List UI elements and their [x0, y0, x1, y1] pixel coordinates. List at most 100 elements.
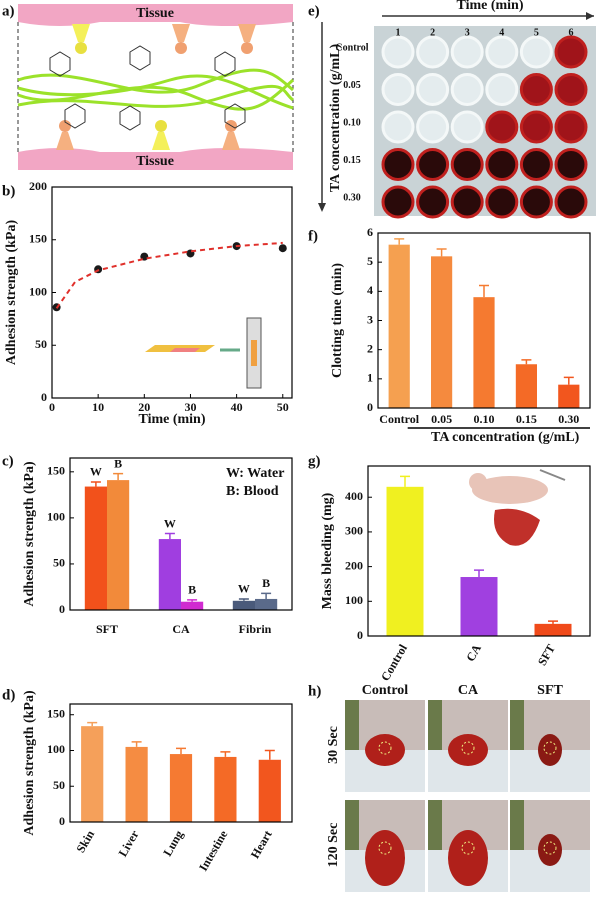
bar — [388, 244, 410, 408]
bleeding — [365, 734, 405, 766]
y-tick-label: 200 — [345, 558, 363, 572]
x-tick-label: Control — [379, 412, 419, 426]
x-tick-label: Skin — [73, 828, 97, 856]
y-tick-label: 6 — [367, 225, 373, 239]
y-tick-label: 100 — [47, 510, 65, 524]
x-tick-label: 10 — [92, 400, 104, 414]
bleeding — [538, 734, 562, 766]
plot-frame — [69, 457, 293, 611]
plot-frame — [51, 186, 293, 399]
panel-label: e) — [308, 3, 320, 19]
well — [450, 35, 484, 69]
tissue-label: Tissue — [136, 6, 174, 21]
x-axis-label: Time (min) — [138, 412, 205, 427]
y-tick-label: 100 — [29, 284, 47, 298]
well — [416, 110, 450, 144]
y-axis-label: Clotting time (min) — [330, 263, 345, 378]
error-bar — [220, 751, 231, 757]
row-label: Control — [335, 42, 368, 53]
well — [554, 148, 588, 181]
bar — [460, 577, 498, 636]
y-tick-label: 150 — [47, 706, 65, 720]
error-bar — [164, 532, 175, 540]
x-tick-label: Fibrin — [239, 622, 272, 636]
y-tick-label: 0 — [41, 390, 47, 404]
wound — [461, 841, 475, 855]
bar — [515, 364, 537, 408]
well — [450, 148, 484, 181]
column-label: 2 — [430, 27, 435, 38]
column-label: CA — [458, 683, 479, 698]
bar-series-label: B — [262, 576, 270, 590]
x-tick-label: 0 — [49, 400, 55, 414]
x-tick-label: 0.15 — [516, 412, 537, 426]
bar — [214, 756, 237, 822]
well — [519, 185, 553, 219]
bar — [181, 601, 204, 610]
plot-frame — [69, 703, 293, 823]
arrowhead — [586, 12, 594, 20]
inset-g — [469, 469, 566, 546]
row-label: 0.30 — [343, 192, 361, 203]
column-label: 4 — [499, 27, 504, 38]
molecules — [49, 45, 246, 131]
x-tick-label: 20 — [138, 400, 150, 414]
y-tick-label: 150 — [29, 232, 47, 246]
column-label: 5 — [534, 27, 539, 38]
error-bar — [400, 475, 410, 487]
x-tick-label: Lung — [160, 828, 186, 859]
well — [554, 35, 588, 69]
error-bar — [264, 749, 275, 760]
panel-label: c) — [2, 453, 14, 469]
photo-grass — [510, 700, 524, 750]
x-tick-label: SFT — [535, 642, 558, 668]
column-label: SFT — [537, 683, 563, 698]
bar — [558, 384, 580, 408]
row-label: 0.05 — [343, 80, 361, 91]
well — [485, 110, 519, 144]
y-tick-label: 0 — [59, 814, 65, 828]
well — [416, 148, 450, 181]
column-label: 3 — [465, 27, 470, 38]
y-tick-label: 150 — [47, 464, 65, 478]
bar — [81, 726, 104, 822]
wound — [461, 741, 475, 755]
photo-grass — [345, 700, 359, 750]
bar-series-label: W — [90, 465, 102, 479]
x-axis-label: TA concentration (g/mL) — [431, 430, 580, 445]
error-bar — [521, 359, 532, 365]
y-tick-label: 4 — [367, 283, 373, 297]
x-tick-label: SFT — [96, 622, 118, 636]
panel-label: d) — [2, 687, 15, 703]
well — [554, 73, 588, 106]
tissue-band — [18, 4, 293, 22]
error-bar — [563, 376, 574, 385]
bar — [232, 600, 255, 610]
well — [554, 185, 588, 219]
photo-grass — [428, 700, 442, 750]
well — [485, 185, 519, 219]
error-bar — [261, 592, 272, 599]
y-tick-label: 300 — [345, 524, 363, 538]
well — [381, 185, 415, 219]
bar — [473, 297, 495, 408]
well — [485, 73, 519, 106]
x-tick-label: 0.30 — [558, 412, 579, 426]
well — [485, 35, 519, 69]
polymer-chains — [17, 68, 295, 111]
bleeding — [538, 834, 562, 866]
y-tick-label: 100 — [47, 742, 65, 756]
bar — [169, 754, 193, 822]
photo-grass — [428, 800, 442, 850]
bar-series-label: B — [188, 583, 196, 597]
wound — [543, 841, 557, 855]
wound — [378, 741, 392, 755]
well — [519, 110, 553, 144]
y-tick-label: 3 — [367, 312, 373, 326]
error-bar — [436, 248, 447, 257]
y-axis-label: Adhesion strength (kPa) — [22, 690, 37, 836]
panel-label: a) — [2, 3, 15, 19]
tissue-label: Tissue — [136, 154, 174, 169]
well — [519, 73, 553, 106]
